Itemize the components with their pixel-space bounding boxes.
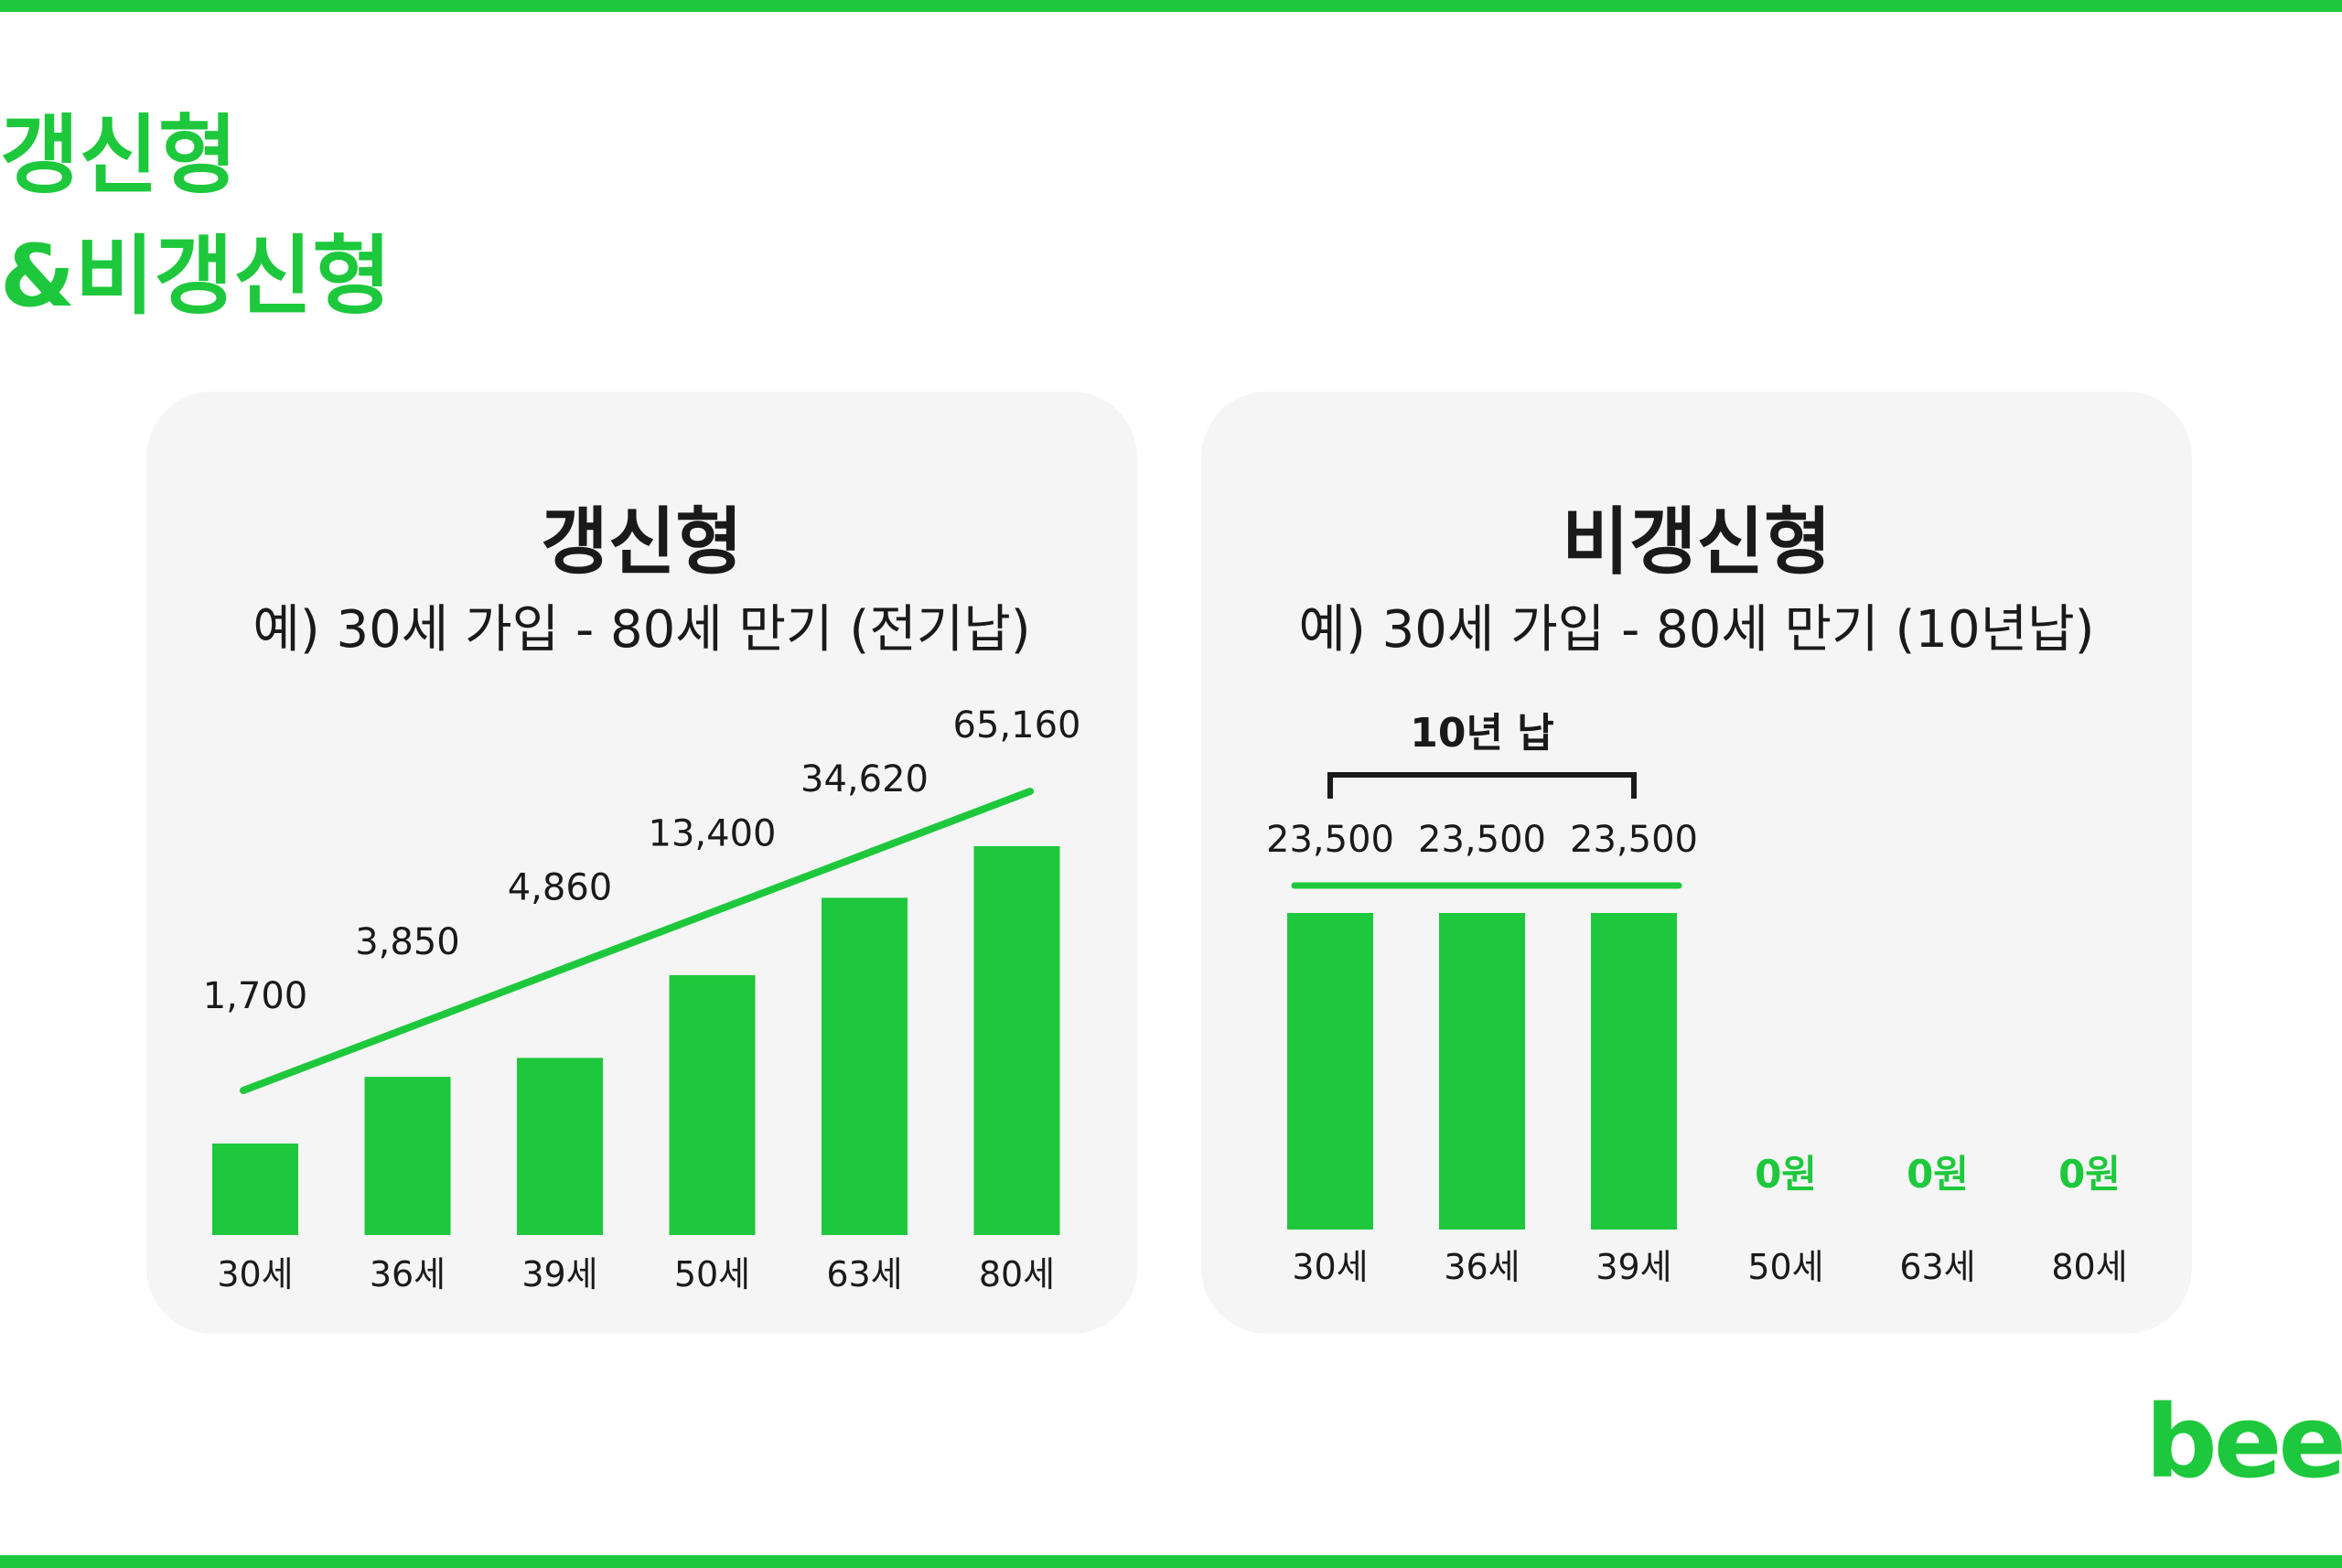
category-label-1: 36세: [370, 1254, 446, 1294]
zero-label-4: 0원: [1907, 1152, 1969, 1197]
value-label-0: 23,500: [1266, 819, 1394, 861]
heading-line-2: &비갱신형: [0, 227, 392, 327]
trend-line: [240, 788, 1034, 1094]
renewable-title: 갱신형: [541, 499, 743, 585]
beed-logo: beed: [2145, 1383, 2342, 1500]
renewable-panel: 갱신형 예) 30세 가입 - 80세 만기 (전기납) 30세 36세 39세 50…: [146, 392, 1137, 1334]
bar-2: [1591, 913, 1677, 1230]
category-label-4: 63세: [1899, 1247, 1975, 1287]
bar-2: [517, 1058, 603, 1235]
value-label-1: 3,850: [355, 921, 460, 963]
page-heading: 갱신형 &비갱신형: [0, 96, 392, 338]
value-label-2: 4,860: [508, 867, 613, 909]
value-label-0: 1,700: [203, 975, 308, 1017]
zero-label-5: 0원: [2058, 1152, 2121, 1197]
bar-1: [1439, 913, 1525, 1230]
bar-0: [212, 1144, 298, 1235]
renewable-bar-chart: 30세 36세 39세 50세 63세 80세 1,700 3,850 4,860 13,400 3…: [203, 704, 1081, 1294]
category-label-2: 39세: [1595, 1247, 1671, 1287]
bar-0: [1287, 913, 1373, 1230]
zero-label-3: 0원: [1755, 1152, 1817, 1197]
renewable-subtitle: 예) 30세 가입 - 80세 만기 (전기납): [252, 600, 1031, 660]
value-label-5: 65,160: [953, 704, 1081, 746]
bar-3: [669, 974, 756, 1235]
value-label-3: 13,400: [649, 812, 777, 854]
category-label-3: 50세: [1747, 1247, 1823, 1287]
category-label-4: 63세: [826, 1254, 902, 1294]
category-label-0: 30세: [217, 1254, 293, 1294]
bottom-accent-bar: [0, 1555, 2342, 1568]
category-label-5: 80세: [2051, 1247, 2127, 1287]
top-accent-bar: [0, 0, 2342, 12]
non-renewable-bar-chart: 23,500 30세 23,500 36세 23,500 39세 0원 50세 0원 63세 0원 8…: [1266, 710, 2128, 1287]
non-renewable-panel: 비갱신형 예) 30세 가입 - 80세 만기 (10년납) 23,500 30세…: [1201, 392, 2192, 1334]
category-label-3: 50세: [674, 1254, 750, 1294]
bracket: [1327, 772, 1637, 799]
heading-line-1: 갱신형: [0, 106, 238, 206]
category-label-1: 36세: [1444, 1247, 1520, 1287]
category-label-0: 30세: [1292, 1247, 1368, 1287]
bracket-label: 10년 납: [1410, 710, 1554, 757]
non-renewable-title: 비갱신형: [1562, 499, 1832, 585]
value-label-4: 34,620: [800, 758, 929, 800]
non-renewable-subtitle: 예) 30세 가입 - 80세 만기 (10년납): [1298, 600, 2095, 660]
bar-5: [973, 846, 1060, 1235]
category-label-5: 80세: [979, 1254, 1055, 1294]
bar-4: [822, 897, 908, 1235]
value-label-2: 23,500: [1570, 819, 1698, 861]
bar-1: [364, 1077, 451, 1235]
category-label-2: 39세: [521, 1254, 597, 1294]
value-label-1: 23,500: [1418, 819, 1546, 861]
